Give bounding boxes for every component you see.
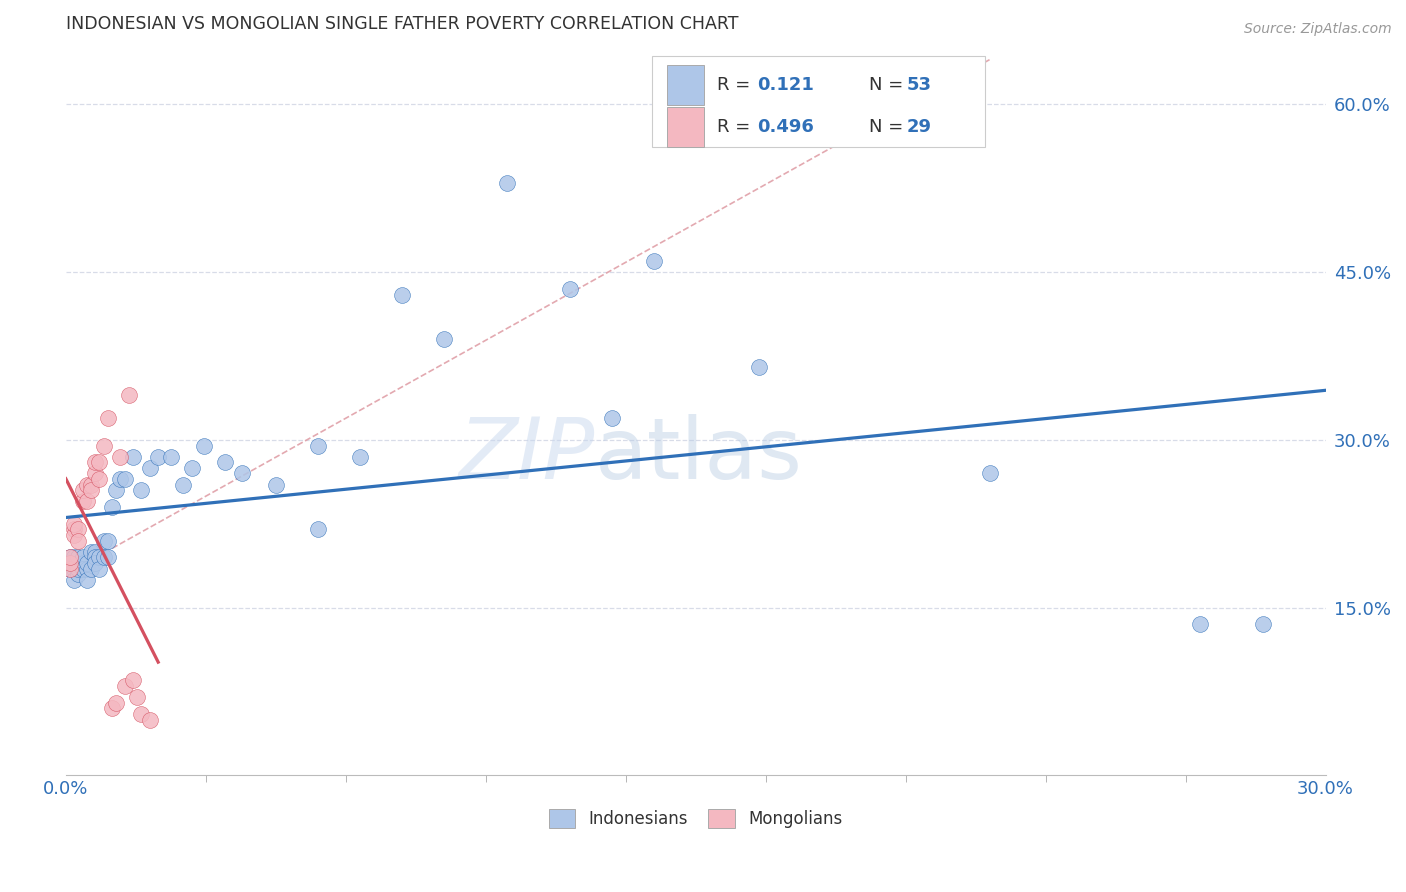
Legend: Indonesians, Mongolians: Indonesians, Mongolians [540, 800, 851, 836]
Point [84, 455, 107, 469]
Point [67, 523, 90, 537]
Point [76, 561, 98, 575]
Point [63, 550, 86, 565]
Point [979, 467, 1001, 481]
Point [89, 455, 111, 469]
Point [76, 556, 98, 570]
Point [180, 461, 202, 475]
Point [72, 483, 94, 498]
Point [1251, 617, 1274, 632]
FancyBboxPatch shape [651, 55, 986, 146]
Point [110, 472, 132, 486]
Point [80, 477, 103, 491]
Point [214, 455, 236, 469]
Point [89, 561, 111, 575]
Point [131, 706, 153, 721]
Point [84, 545, 107, 559]
Point [72, 494, 94, 508]
Point [159, 450, 181, 464]
Point [349, 450, 371, 464]
Point [59, 561, 82, 575]
Text: N =: N = [869, 118, 908, 136]
Point [67, 561, 90, 575]
Point [114, 472, 136, 486]
Point [59, 556, 82, 570]
Point [93, 438, 115, 452]
Point [101, 701, 124, 715]
Point [89, 550, 111, 565]
Point [72, 561, 94, 575]
Point [131, 483, 153, 498]
Point [89, 472, 111, 486]
Point [101, 500, 124, 514]
Point [97, 410, 120, 425]
Point [264, 477, 287, 491]
Point [231, 467, 253, 481]
Point [600, 410, 623, 425]
Point [391, 287, 413, 301]
Point [84, 467, 107, 481]
Point [67, 533, 90, 548]
Point [122, 450, 145, 464]
Point [59, 550, 82, 565]
Bar [666, 107, 704, 146]
Point [93, 550, 115, 565]
Point [63, 528, 86, 542]
Point [307, 523, 329, 537]
Point [63, 516, 86, 531]
Point [80, 545, 103, 559]
Point [118, 388, 141, 402]
Point [139, 713, 162, 727]
Point [84, 556, 107, 570]
Text: 0.121: 0.121 [758, 76, 814, 94]
Point [80, 561, 103, 575]
Point [433, 332, 456, 346]
Point [76, 477, 98, 491]
Point [148, 450, 170, 464]
Point [76, 573, 98, 587]
Point [172, 477, 194, 491]
Point [105, 483, 128, 498]
Point [67, 550, 90, 565]
Text: 0.496: 0.496 [758, 118, 814, 136]
Point [1188, 617, 1211, 632]
Text: 29: 29 [907, 118, 931, 136]
Text: 53: 53 [907, 76, 931, 94]
Point [139, 461, 162, 475]
Point [93, 533, 115, 548]
Point [307, 438, 329, 452]
Point [59, 561, 82, 575]
Point [67, 567, 90, 582]
Text: Source: ZipAtlas.com: Source: ZipAtlas.com [1244, 22, 1392, 37]
Point [495, 176, 517, 190]
Point [114, 679, 136, 693]
Point [63, 523, 86, 537]
Point [63, 561, 86, 575]
Point [59, 550, 82, 565]
Text: ZIP: ZIP [458, 414, 595, 497]
Point [84, 550, 107, 565]
Point [72, 550, 94, 565]
Point [193, 438, 215, 452]
Point [80, 483, 103, 498]
Text: INDONESIAN VS MONGOLIAN SINGLE FATHER POVERTY CORRELATION CHART: INDONESIAN VS MONGOLIAN SINGLE FATHER PO… [66, 15, 738, 33]
Point [97, 550, 120, 565]
Point [63, 573, 86, 587]
Point [72, 556, 94, 570]
Text: R =: R = [717, 118, 756, 136]
Bar [666, 65, 704, 104]
Point [76, 494, 98, 508]
Point [122, 673, 145, 688]
Point [97, 533, 120, 548]
Text: atlas: atlas [595, 414, 803, 497]
Text: N =: N = [869, 76, 908, 94]
Text: R =: R = [717, 76, 756, 94]
Point [110, 450, 132, 464]
Point [748, 360, 770, 375]
Point [643, 254, 665, 268]
Point [558, 282, 581, 296]
Point [105, 696, 128, 710]
Point [127, 690, 149, 705]
